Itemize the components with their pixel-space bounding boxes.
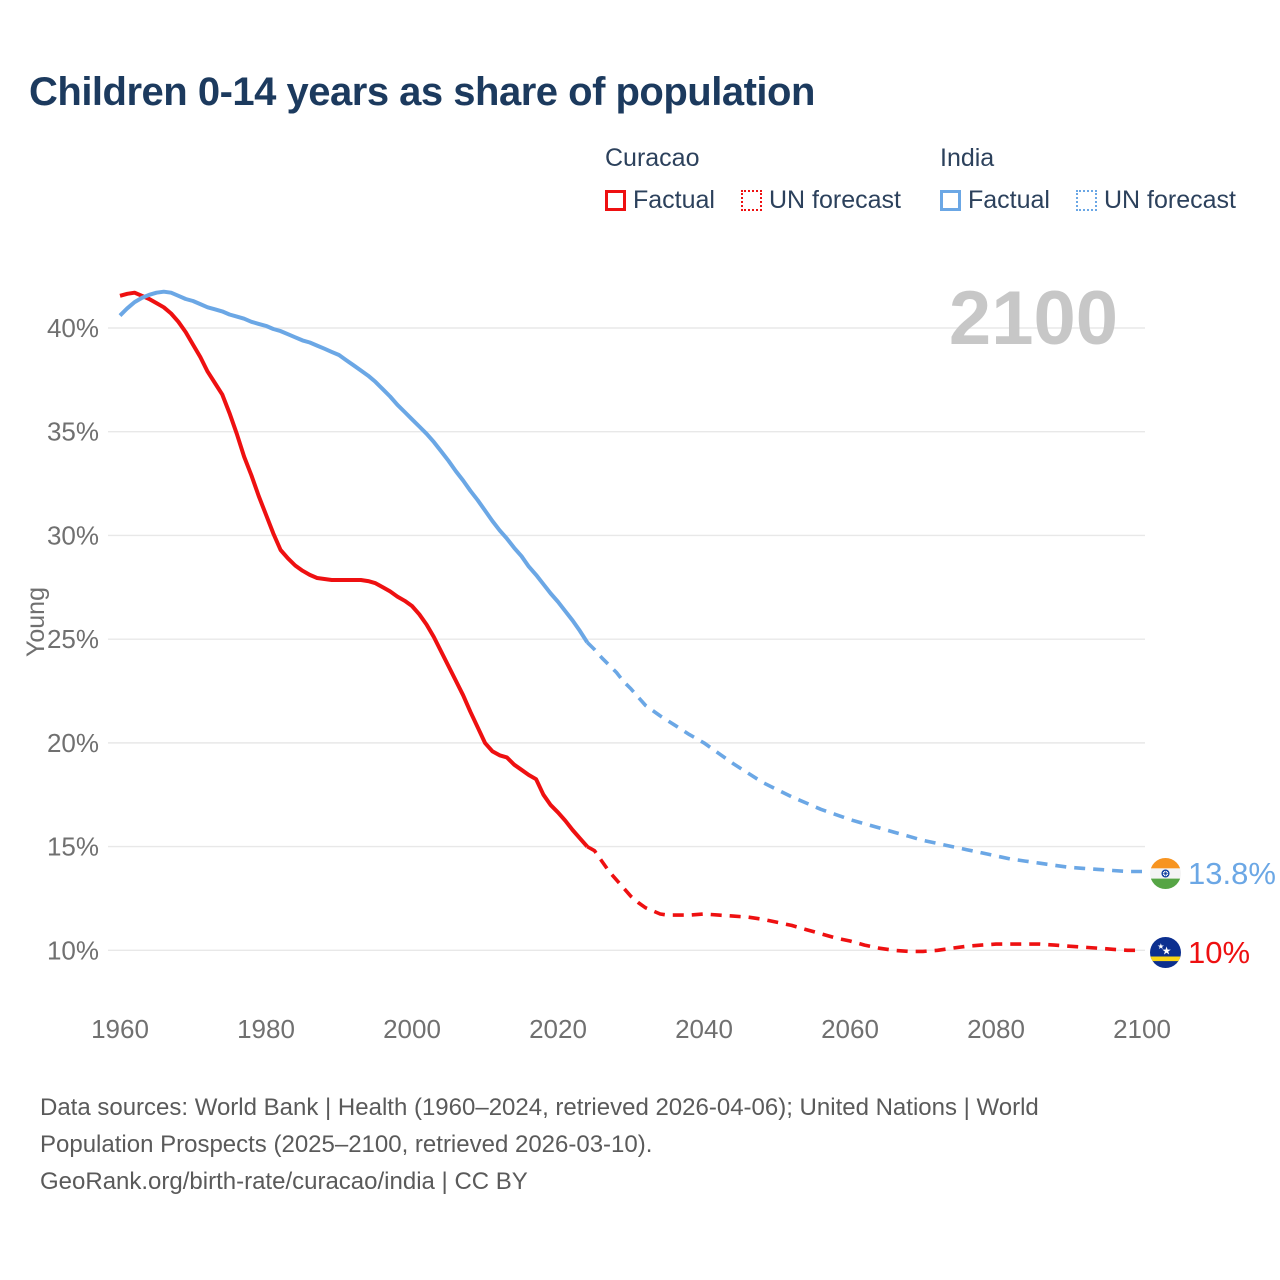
legend-item-label: Factual (633, 186, 715, 214)
georank-attribution-link[interactable]: GeoRank.org/birth-rate/curacao/india | C… (40, 1168, 528, 1195)
x-tick-2080: 2080 (967, 1014, 1025, 1044)
svg-text:★: ★ (1157, 942, 1164, 951)
x-tick-1960: 1960 (91, 1014, 149, 1044)
y-tick-15: 15% (47, 832, 99, 862)
x-tick-2060: 2060 (821, 1014, 879, 1044)
x-tick-1980: 1980 (237, 1014, 295, 1044)
y-tick-20: 20% (47, 728, 99, 758)
y-tick-25: 25% (47, 624, 99, 654)
dotted-line-swatch-icon (740, 190, 762, 211)
x-tick-2040: 2040 (675, 1014, 733, 1044)
y-tick-30: 30% (47, 520, 99, 550)
x-tick-2020: 2020 (529, 1014, 587, 1044)
legend-item-label: Factual (968, 186, 1050, 214)
x-tick-2100: 2100 (1113, 1014, 1171, 1044)
data-sources-line-2: Population Prospects (2025–2100, retriev… (40, 1131, 653, 1158)
gridlines: 10% 15% 20% 25% 30% 35% 40% 1960 1980 2000 2020 204… (22, 313, 1171, 1044)
india-end-value-label: 13.8% (1188, 856, 1276, 891)
y-tick-10: 10% (47, 935, 99, 965)
line-india-un-forecast (585, 641, 1142, 874)
legend-item-label: UN forecast (768, 186, 901, 214)
year-indicator: 2100 (948, 276, 1118, 361)
y-tick-40: 40% (47, 313, 99, 343)
legend-item-india-forecast[interactable]: UN forecast (1075, 186, 1236, 215)
line-curacao-un-forecast (586, 845, 1142, 954)
legend-group-india: India Factual UN forecast (940, 144, 1236, 215)
dotted-line-swatch-icon (1075, 190, 1097, 211)
y-axis-label: Young (22, 587, 50, 657)
solid-line-swatch-icon (605, 190, 626, 211)
legend-country-india: India (940, 144, 995, 172)
footer: Data sources: World Bank | Health (1960–… (40, 1089, 1039, 1200)
legend-group-curacao: Curacao Factual UN forecast (605, 144, 901, 215)
data-series (118, 289, 1142, 954)
x-tick-2000: 2000 (383, 1014, 441, 1044)
page-title: Children 0-14 years as share of populati… (29, 70, 815, 114)
legend-item-india-factual[interactable]: Factual (940, 186, 1050, 215)
legend-row-india: Factual UN forecast (940, 186, 1236, 215)
data-sources-line-1: Data sources: World Bank | Health (1960–… (40, 1094, 1039, 1121)
solid-line-swatch-icon (940, 190, 961, 211)
y-tick-35: 35% (47, 417, 99, 447)
legend-item-curacao-factual[interactable]: Factual (605, 186, 715, 215)
legend-item-curacao-forecast[interactable]: UN forecast (740, 186, 901, 215)
curacao-flag-icon: ★ ★ (1150, 937, 1181, 968)
svg-text:★: ★ (1162, 944, 1172, 957)
line-india-factual (118, 289, 589, 644)
legend-country-curacao: Curacao (605, 144, 700, 172)
legend-item-label: UN forecast (1103, 186, 1236, 214)
curacao-end-value-label: 10% (1188, 935, 1251, 970)
line-curacao-factual (119, 290, 589, 848)
india-flag-icon (1150, 858, 1181, 889)
legend-row-curacao: Factual UN forecast (605, 186, 901, 215)
